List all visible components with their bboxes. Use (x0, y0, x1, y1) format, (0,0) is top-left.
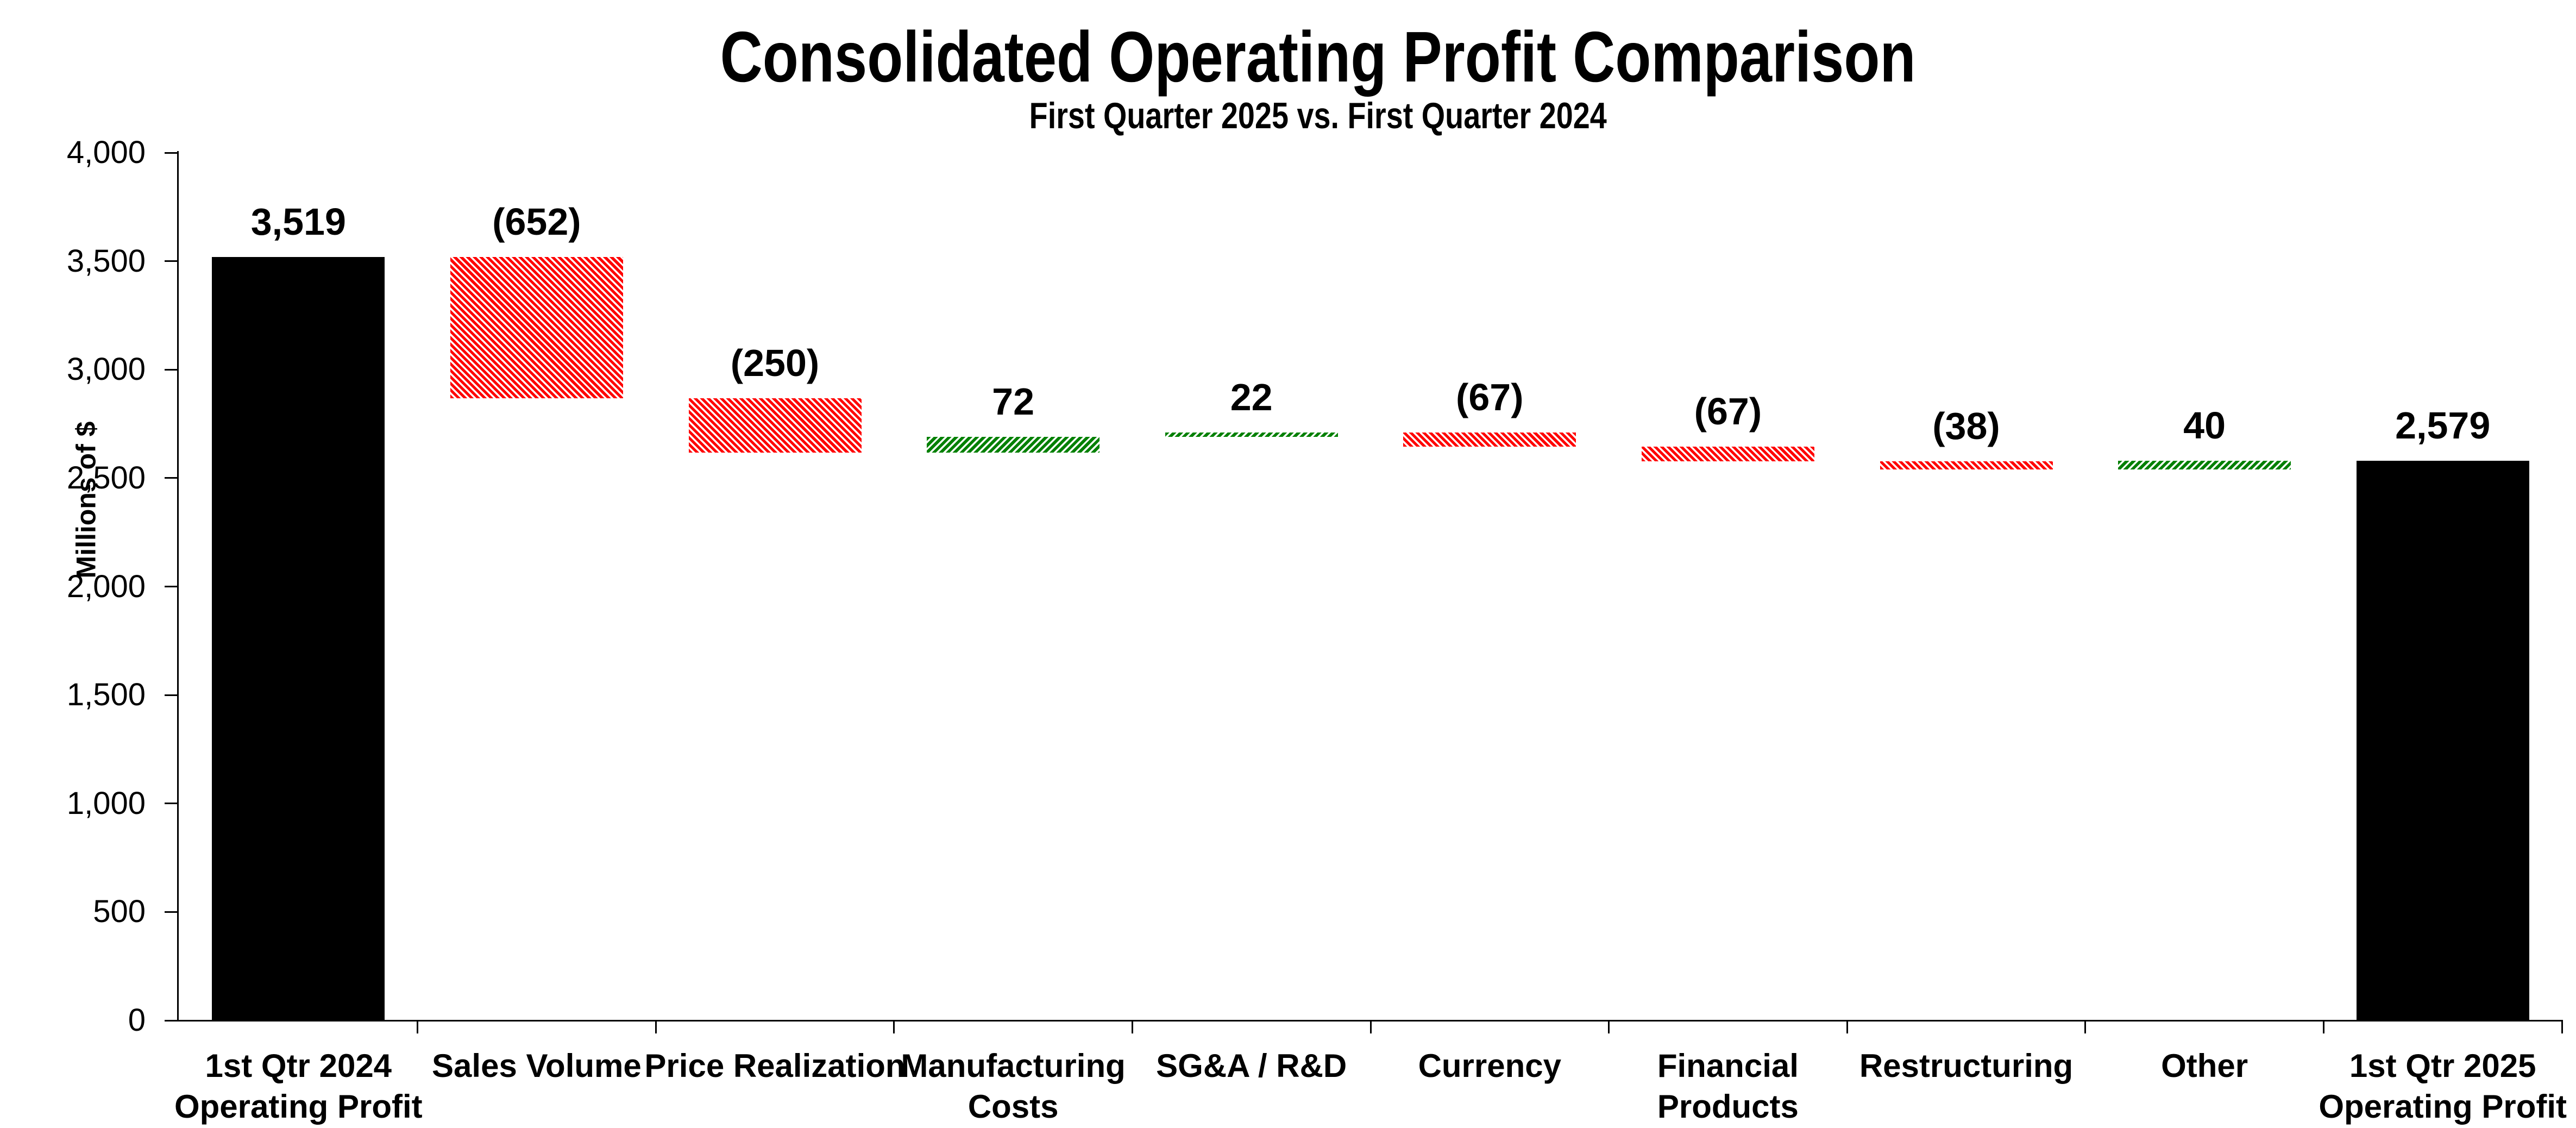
category-label-line: Costs (967, 1088, 1059, 1125)
category-label-line: Operating Profit (2319, 1088, 2567, 1125)
x-axis-tick (417, 1020, 419, 1033)
y-axis-tick (165, 586, 178, 587)
bar-value-label-1st-qtr-2025-operating-profit: 2,579 (2395, 404, 2491, 447)
category-label-financial-products: Financial Products (1565, 1045, 1891, 1127)
x-axis-tick (2322, 1020, 2324, 1033)
category-label-1st-qtr-2024-operating-profit: 1st Qtr 2024 Operating Profit (135, 1045, 461, 1127)
y-axis-line (177, 151, 179, 1022)
category-label-line: Products (1657, 1088, 1799, 1125)
category-label-line: 1st Qtr 2024 (205, 1048, 392, 1084)
x-axis-tick (1608, 1020, 1610, 1033)
y-axis-tick-label: 500 (93, 894, 146, 930)
category-label-sales-volume: Sales Volume (374, 1045, 700, 1086)
x-axis-tick (655, 1020, 657, 1033)
x-axis-tick (893, 1020, 895, 1033)
bar-price-realization (688, 398, 862, 453)
y-axis-tick (165, 368, 178, 371)
y-axis-tick (165, 694, 178, 696)
bar-currency (1403, 432, 1576, 447)
y-axis-tick (165, 152, 178, 154)
bar-restructuring (1880, 461, 2053, 470)
bar-value-label-price-realization: (250) (730, 342, 820, 385)
bar-financial-products (1641, 447, 1814, 462)
bar-value-label-sales-volume: (652) (492, 200, 581, 243)
bar-other (2118, 461, 2291, 470)
chart-title: Consolidated Operating Profit Comparison (60, 17, 2576, 97)
y-axis-title: Millions of $ (71, 421, 102, 579)
bar-1st-qtr-2024-operating-profit (212, 257, 385, 1020)
y-axis-tick-label: 0 (128, 1002, 146, 1038)
y-axis-tick (165, 803, 178, 805)
category-label-line: 1st Qtr 2025 (2349, 1048, 2536, 1084)
category-label-price-realization: Price Realization (612, 1045, 938, 1086)
bar-value-label-financial-products: (67) (1694, 390, 1762, 433)
category-label-line: Restructuring (1859, 1048, 2074, 1084)
x-axis-tick (2084, 1020, 2087, 1033)
x-axis-tick (1846, 1020, 1848, 1033)
bar-sga-rd (1165, 432, 1338, 437)
bar-1st-qtr-2025-operating-profit (2356, 461, 2529, 1020)
category-label-line: Manufacturing (901, 1048, 1126, 1084)
chart-subtitle: First Quarter 2025 vs. First Quarter 202… (60, 95, 2576, 136)
y-axis-tick-label: 1,500 (66, 677, 146, 713)
y-axis-tick-label: 1,000 (66, 785, 146, 821)
x-axis-tick (1369, 1020, 1372, 1033)
category-label-manufacturing-costs: Manufacturing Costs (850, 1045, 1176, 1127)
y-axis-tick (165, 1019, 178, 1022)
bar-value-label-other: 40 (2183, 404, 2226, 447)
x-axis-tick (2561, 1020, 2563, 1033)
x-axis-tick (1131, 1020, 1133, 1033)
category-label-line: Financial (1657, 1048, 1799, 1084)
category-label-line: SG&A / R&D (1156, 1048, 1347, 1084)
category-label-line: Other (2161, 1048, 2248, 1084)
category-label-restructuring: Restructuring (1804, 1045, 2129, 1086)
chart-title-text: Consolidated Operating Profit Comparison (720, 17, 1916, 97)
bar-value-label-1st-qtr-2024-operating-profit: 3,519 (250, 200, 346, 243)
bar-sales-volume (450, 257, 623, 399)
category-label-line: Price Realization (644, 1048, 906, 1084)
bar-value-label-manufacturing-costs: 72 (992, 380, 1035, 423)
category-label-line: Currency (1418, 1048, 1562, 1084)
y-axis-tick-label: 2,500 (66, 460, 146, 496)
category-label-1st-qtr-2025-operating-profit: 1st Qtr 2025 Operating Profit (2280, 1045, 2576, 1127)
y-axis-tick-label: 4,000 (66, 135, 146, 170)
y-axis-tick-label: 2,000 (66, 568, 146, 604)
category-label-currency: Currency (1327, 1045, 1653, 1086)
y-axis-tick (165, 260, 178, 262)
y-axis-tick-label: 3,000 (66, 352, 146, 387)
category-label-sga-rd: SG&A / R&D (1089, 1045, 1415, 1086)
chart-subtitle-text: First Quarter 2025 vs. First Quarter 202… (1029, 95, 1607, 136)
category-label-other: Other (2041, 1045, 2367, 1086)
bar-value-label-restructuring: (38) (1932, 405, 2000, 448)
bar-value-label-currency: (67) (1456, 375, 1524, 418)
category-label-line: Sales Volume (432, 1048, 642, 1084)
category-label-line: Operating Profit (174, 1088, 423, 1125)
y-axis-tick-label: 3,500 (66, 243, 146, 279)
bar-manufacturing-costs (927, 437, 1100, 453)
y-axis-tick (165, 477, 178, 479)
y-axis-tick (165, 911, 178, 913)
bar-value-label-sga-rd: 22 (1230, 375, 1273, 418)
